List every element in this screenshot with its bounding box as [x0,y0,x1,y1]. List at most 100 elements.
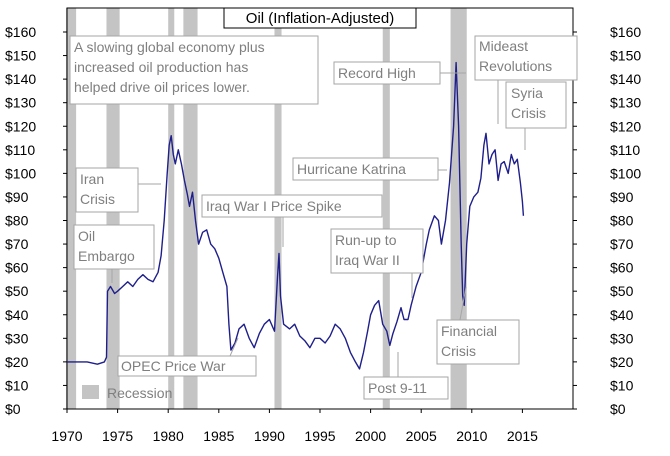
y-tick-label-right: $80 [610,213,634,229]
recession-band-3 [183,8,198,409]
y-tick-label-left: $160 [5,24,36,40]
y-tick-label-right: $110 [610,142,640,158]
annotation-text: Crisis [441,343,476,359]
annotation-text: Syria [511,85,543,101]
annotation-financial: Financial Crisis [436,286,520,365]
y-tick-label-right: $120 [610,118,641,134]
x-tick-label: 1990 [254,428,285,444]
x-tick-label: 1970 [51,428,82,444]
legend: Recession [82,385,172,401]
y-tick-label-right: $100 [610,165,641,181]
annotation-text: increased oil production has [74,59,248,75]
y-tick-label-right: $130 [610,95,641,111]
y-tick-label-left: $70 [5,236,29,252]
y-tick-label-left: $80 [5,213,29,229]
y-tick-label-left: $90 [5,189,29,205]
y-tick-label-left: $20 [5,354,29,370]
y-tick-label-left: $140 [5,71,36,87]
y-tick-label-left: $50 [5,283,29,299]
annotation-box [333,61,441,85]
annotation-katrina: Hurricane Katrina [292,157,447,181]
y-tick-label-left: $40 [5,307,29,323]
y-tick-label-right: $50 [610,283,634,299]
recession-band-5 [382,8,390,409]
chart-title: Oil (Inflation-Adjusted) [246,10,394,27]
annotations: A slowing global economy plus increased o… [69,35,578,400]
annotation-text: Oil [78,228,95,244]
annotation-leader [459,286,467,321]
annotation-text: Embargo [78,248,135,264]
annotation-mideast: Mideast Revolutions [474,35,578,124]
annotation-text: Run-up to [335,232,397,248]
annotation-slowing: A slowing global economy plus increased o… [69,35,319,105]
recession-band-0 [65,8,77,409]
annotation-text: Record High [338,65,416,81]
y-tick-label-right: $0 [610,401,626,417]
y-tick-label-right: $140 [610,71,641,87]
x-tick-label: 1995 [304,428,335,444]
annotation-oil-embargo: Oil Embargo [73,224,155,283]
annotation-text: OPEC Price War [121,358,226,374]
annotation-box [117,355,257,377]
y-tick-label-left: $130 [5,95,36,111]
annotation-syria: Syria Crisis [505,81,567,150]
x-tick-label: 1980 [153,428,184,444]
annotation-box [436,319,520,365]
y-tick-label-right: $70 [610,236,634,252]
annotation-text: Post 9-11 [368,380,427,396]
x-tick-label: 2015 [507,428,538,444]
annotation-text: helped drive oil prices lower. [74,79,250,95]
annotation-post-911: Post 9-11 [363,352,449,400]
y-tick-label-left: $100 [5,165,36,181]
x-tick-label: 2010 [456,428,487,444]
annotation-text: Crisis [511,105,546,121]
y-tick-label-left: $0 [5,401,21,417]
axes: $0 $0 $10 $10 $20 $20 $30 $30 $40 $40 $50 $50 $60 $60… [5,24,641,444]
recession-band-2 [168,8,175,409]
chart-title-box: Oil (Inflation-Adjusted) [223,7,417,29]
annotation-text: Iraq War I Price Spike [206,198,342,214]
price-line-layer [67,61,525,370]
annotation-text: Revolutions [479,58,552,74]
annotation-record-high: Record High [333,61,466,85]
annotation-box [474,35,578,81]
annotation-iran: Iran Crisis [75,167,161,213]
annotation-iraq-war-i: Iraq War I Price Spike [201,194,383,247]
y-tick-label-right: $20 [610,354,634,370]
annotation-text: A slowing global economy plus [74,39,265,55]
x-tick-label: 1985 [203,428,234,444]
annotation-box [201,194,383,218]
x-tick-label: 2000 [355,428,386,444]
annotation-leader [229,337,239,357]
annotation-box [73,224,155,270]
legend-label: Recession [107,385,172,401]
y-tick-label-left: $110 [5,142,35,158]
y-tick-label-right: $160 [610,24,641,40]
annotation-text: Iraq War II [335,252,400,268]
annotation-runup-iraq-ii: Run-up to Iraq War II [330,228,424,298]
annotation-box [292,157,439,181]
y-tick-label-left: $10 [5,377,29,393]
annotation-text: Financial [441,323,497,339]
legend-swatch [82,385,99,399]
y-tick-label-right: $60 [610,260,634,276]
x-tick-label: 1975 [102,428,133,444]
annotation-box [69,35,319,105]
y-tick-label-left: $120 [5,118,36,134]
annotation-box [363,376,449,400]
y-tick-label-right: $30 [610,330,634,346]
annotation-box [505,81,567,129]
y-tick-label-right: $150 [610,48,641,64]
annotation-opec: OPEC Price War [117,337,257,377]
x-tick-label: 2005 [406,428,437,444]
y-tick-label-left: $30 [5,330,29,346]
y-tick-label-right: $90 [610,189,634,205]
oil-price-line [67,61,525,370]
y-tick-label-left: $60 [5,260,29,276]
title-box [223,7,417,29]
y-tick-label-right: $40 [610,307,634,323]
y-tick-label-left: $150 [5,48,36,64]
annotation-box [330,228,424,274]
annotation-box [75,167,139,213]
